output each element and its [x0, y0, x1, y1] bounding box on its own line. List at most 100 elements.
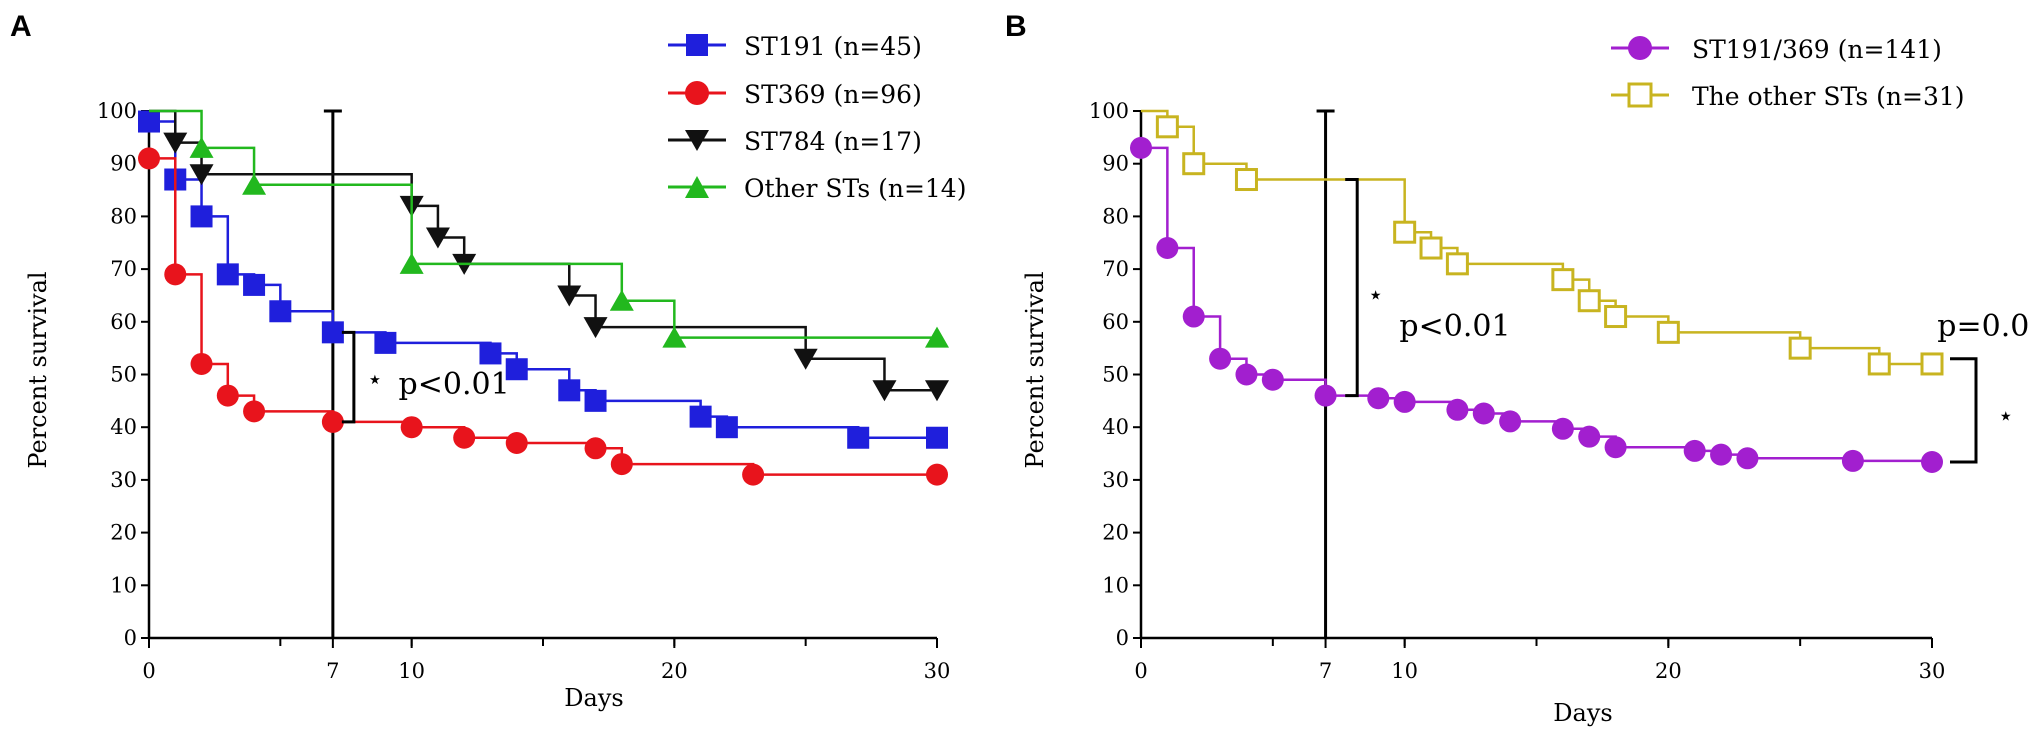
data-point	[1683, 439, 1706, 462]
data-point	[662, 326, 687, 348]
legend-item: The other STs (n=31)	[1611, 82, 1965, 111]
x-tick-label: 0	[142, 659, 155, 683]
data-point	[584, 437, 607, 460]
x-tick-label: 20	[1655, 659, 1682, 683]
data-point	[1209, 347, 1232, 370]
data-point	[269, 300, 292, 323]
y-tick-label: 60	[1102, 310, 1129, 334]
x-tick-label: 10	[398, 659, 425, 683]
data-point	[374, 331, 397, 354]
data-point	[1472, 402, 1495, 425]
data-point	[138, 147, 160, 170]
panel-b-legend: ST191/369 (n=141) The other STs (n=31)	[1611, 35, 1965, 111]
x-tick-label: 10	[1391, 659, 1418, 683]
p-value-label: p=0.01	[1937, 309, 2033, 344]
x-tick-label: 0	[1134, 659, 1147, 683]
data-point	[793, 348, 818, 370]
data-point	[1367, 387, 1390, 410]
legend-label: ST784 (n=17)	[744, 127, 922, 156]
series-4	[149, 109, 949, 348]
series-2	[138, 147, 948, 486]
legend-label: ST369 (n=96)	[744, 80, 922, 109]
y-tick-label: 50	[110, 363, 137, 387]
y-tick-label: 80	[1102, 204, 1129, 228]
data-point	[164, 263, 187, 286]
data-point	[1920, 352, 1944, 376]
y-tick-label: 20	[1102, 521, 1129, 545]
series-1	[138, 110, 948, 449]
data-point	[453, 426, 476, 449]
y-tick-label: 30	[110, 468, 137, 492]
data-point	[138, 110, 160, 133]
panel-b-xlabel: Days	[1553, 699, 1612, 727]
data-point	[1788, 336, 1812, 360]
data-point	[609, 289, 634, 311]
y-tick-label: 40	[1102, 415, 1129, 439]
significance-star: ⋆	[1998, 402, 2014, 432]
series-1	[1130, 136, 1943, 473]
data-point	[243, 273, 266, 296]
panel-b-label: B	[1005, 10, 1027, 43]
y-tick-label: 0	[124, 626, 137, 650]
data-point	[925, 380, 949, 402]
legend-item: ST784 (n=17)	[668, 127, 922, 156]
legend-item: ST369 (n=96)	[668, 80, 922, 109]
y-tick-label: 70	[110, 257, 137, 281]
data-point	[1921, 450, 1943, 473]
survival-step-line	[1141, 146, 1934, 463]
data-point	[505, 358, 528, 381]
data-point	[425, 227, 450, 249]
data-point	[479, 342, 502, 365]
data-point	[243, 400, 266, 423]
panel-b: B Percent survival Days ST191/369 (n=141…	[1005, 10, 2033, 727]
y-tick-label: 60	[110, 310, 137, 334]
data-point	[689, 405, 712, 428]
panel-b-ylabel: Percent survival	[1021, 271, 1049, 468]
data-point	[399, 252, 424, 274]
legend-label: ST191/369 (n=141)	[1692, 35, 1942, 64]
data-point	[190, 205, 213, 228]
data-point	[242, 173, 267, 195]
survival-step-line	[1141, 109, 1932, 366]
y-tick-label: 40	[110, 415, 137, 439]
legend-label: The other STs (n=31)	[1692, 82, 1965, 111]
data-point	[1736, 447, 1759, 470]
significance-star: ⋆	[367, 365, 383, 395]
data-point	[505, 432, 528, 455]
data-point	[926, 426, 948, 449]
significance-bracket-right	[1950, 357, 1978, 464]
data-point	[1393, 390, 1416, 413]
data-point	[610, 453, 633, 476]
axes-a: 0 10 20 30 40 50 60 70 80 90 100 0 7 10 20 30	[97, 99, 950, 683]
data-point	[1130, 136, 1152, 159]
data-point	[1235, 363, 1258, 386]
data-point	[1867, 352, 1891, 376]
data-point	[216, 263, 239, 286]
data-point	[1393, 220, 1417, 244]
data-point	[400, 416, 423, 439]
legend-item: Other STs (n=14)	[668, 174, 966, 203]
data-point	[1419, 236, 1443, 260]
data-point	[1446, 398, 1469, 421]
survival-step-line	[149, 120, 937, 439]
y-tick-label: 100	[1089, 99, 1129, 123]
data-point	[847, 426, 870, 449]
y-tick-label: 80	[110, 204, 137, 228]
significance-star: ⋆	[1368, 280, 1384, 310]
data-point	[1578, 425, 1601, 448]
data-point	[872, 380, 897, 402]
data-point	[1155, 115, 1179, 139]
data-point	[558, 379, 581, 402]
data-point	[1604, 436, 1627, 459]
y-tick-label: 50	[1102, 363, 1129, 387]
legend-item: ST191/369 (n=141)	[1611, 35, 1942, 64]
data-point	[1841, 449, 1864, 472]
data-point	[1710, 443, 1733, 466]
p-value-label: p<0.01	[399, 367, 510, 402]
data-point	[925, 326, 949, 348]
data-point	[163, 132, 188, 154]
x-tick-label: 30	[1919, 659, 1946, 683]
data-point	[1156, 237, 1179, 260]
y-tick-label: 30	[1102, 468, 1129, 492]
